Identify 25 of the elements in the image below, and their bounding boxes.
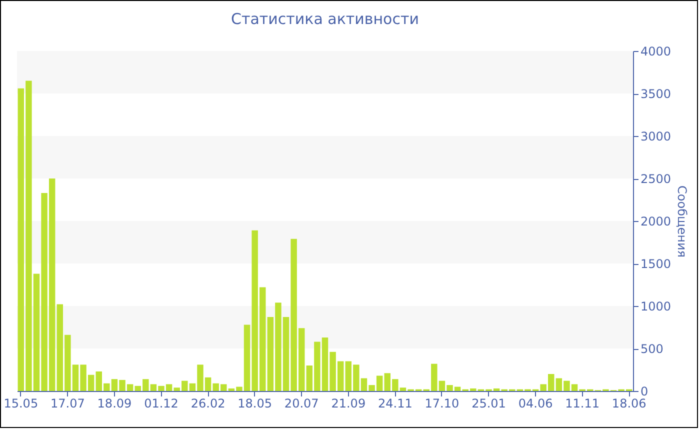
y-tick-label: 3000 [640,130,672,144]
x-tick-label: 18.06 [612,396,646,410]
y-tick-label: 1000 [640,300,672,314]
y-tick-label: 1500 [640,257,672,271]
x-tick-label: 18.05 [238,396,272,410]
x-tick-label: 17.10 [424,396,460,410]
x-tick-label: 01.12 [144,396,178,410]
x-tick-label: 17.07 [50,396,85,410]
x-tick-label: 11.11 [565,396,600,410]
chart-title: Статистика активности [231,10,419,28]
y-axis-title: Сообщения [675,185,690,258]
x-tick-label: 25.01 [472,396,506,410]
x-tick-label: 18.09 [97,396,132,410]
x-tick-label: 04.06 [518,396,553,410]
y-tick-label: 2000 [640,214,672,228]
y-tick-label: 2500 [640,172,672,186]
x-tick-label: 15.05 [4,396,38,410]
y-tick-label: 500 [640,342,664,356]
y-tick-label: 4000 [640,44,672,58]
x-tick-label: 21.09 [331,396,366,410]
y-tick-label: 3500 [640,87,672,101]
y-tick-label: 0 [640,384,648,398]
x-tick-label: 24.11 [378,396,412,410]
x-tick-label: 20.07 [284,396,319,410]
x-tick-label: 26.02 [190,396,226,410]
